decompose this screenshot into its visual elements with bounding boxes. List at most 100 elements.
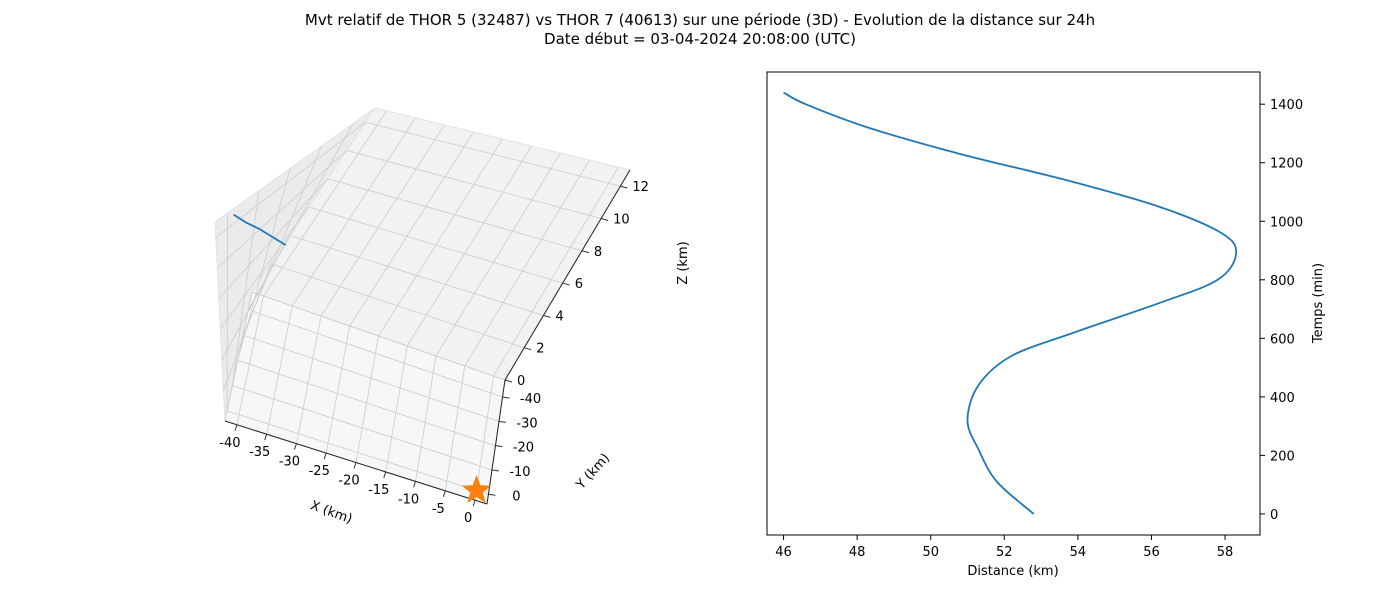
y-gridline-floor <box>226 410 489 495</box>
y-tick-label: -40 <box>520 392 541 407</box>
x-gridline-floor <box>355 335 379 463</box>
x-gridline-floor <box>325 325 351 454</box>
x-tick-label-2d: 56 <box>1143 545 1160 560</box>
x-tick-label: -25 <box>309 464 330 479</box>
y-gridline-side <box>231 190 260 386</box>
x-tick-label: -20 <box>338 474 359 489</box>
y-tick-label-2d: 1200 <box>1270 157 1303 172</box>
z-tick <box>562 282 570 286</box>
distance-time-line <box>783 91 1238 515</box>
x-tick <box>353 462 357 469</box>
y-axis-label-2d: Temps (min) <box>1311 263 1326 344</box>
x-tick-label-2d: 48 <box>849 545 866 560</box>
3d-axes: -40 -35 -30 -25 -20 -15 -10 -5 0 0 -10 -20 -30 -40 0 2 4… <box>219 169 649 526</box>
y-axis-line <box>486 379 506 505</box>
x-tick-label-2d: 46 <box>775 545 792 560</box>
trajectory-line-3d <box>233 213 287 246</box>
x-axis-line <box>224 420 488 505</box>
chart-3d-trajectory: -40 -35 -30 -25 -20 -15 -10 -5 0 0 -10 -20 -30 -40 0 2 4… <box>214 107 691 527</box>
y-tick-label-2d: 1000 <box>1270 215 1303 230</box>
x-tick <box>383 471 387 479</box>
y-gridline-floor <box>232 385 493 471</box>
z-tick-label: 6 <box>575 277 583 292</box>
x-gridline-back <box>263 110 387 297</box>
x-tick <box>413 481 417 488</box>
x-gridline-floor <box>385 345 408 473</box>
x-tick <box>442 490 446 497</box>
x-gridline-back <box>406 145 532 347</box>
z-tick <box>524 347 532 351</box>
z-gridline-back <box>327 178 583 252</box>
x-tick-label: -15 <box>368 483 389 498</box>
3d-panes <box>214 107 631 505</box>
x-axis-label-3d: X (km) <box>308 498 354 527</box>
origin-star-marker <box>461 475 492 503</box>
plot-area-2d <box>766 71 1261 536</box>
x-gridline-floor <box>266 305 293 435</box>
z-tick-label: 8 <box>594 245 602 260</box>
3d-series <box>233 213 492 503</box>
x-gridline-back <box>320 124 445 317</box>
y-tick <box>498 420 507 423</box>
x-gridline-back <box>493 166 619 377</box>
x-axis-label-2d: Distance (km) <box>967 564 1058 579</box>
x-tick-label: -5 <box>432 502 445 517</box>
z-tick <box>543 314 551 318</box>
y-tick-label: -20 <box>513 441 534 456</box>
x-tick-label-2d: 50 <box>922 545 939 560</box>
x-tick-label: -30 <box>279 455 300 470</box>
y-gridline-floor <box>237 359 496 447</box>
x-gridline-back <box>435 152 561 357</box>
x-gridline-floor <box>296 315 322 444</box>
y-tick-label: -10 <box>509 465 530 480</box>
x-tick <box>293 443 297 450</box>
x-gridline-back <box>378 138 503 337</box>
y-tick <box>502 396 510 399</box>
x-gridline-floor <box>415 355 437 482</box>
x-tick-label-2d: 58 <box>1217 545 1234 560</box>
x-gridline-floor <box>444 365 466 491</box>
z-gridline-back <box>346 150 602 219</box>
z-axis-label-3d: Z (km) <box>676 241 691 284</box>
z-gridline-back <box>365 121 621 187</box>
figure-subtitle: Date début = 03-04-2024 20:08:00 (UTC) <box>544 30 856 48</box>
x-tick-label-2d: 54 <box>1070 545 1087 560</box>
figure-title: Mvt relatif de THOR 5 (32487) vs THOR 7 … <box>305 11 1095 29</box>
y-tick <box>495 445 503 448</box>
x-gridline-floor <box>236 295 264 425</box>
x-gridline-back <box>291 117 416 307</box>
x-tick-label: -40 <box>219 436 240 451</box>
x-gridline-back <box>349 131 474 327</box>
z-axis-line <box>504 169 631 381</box>
2d-ticks: 46 48 50 52 54 56 58 0 200 400 600 800 1000 1200 1400 <box>775 98 1303 560</box>
z-tick-label: 10 <box>613 212 630 227</box>
z-tick <box>620 185 628 189</box>
2d-series <box>783 91 1238 515</box>
z-tick <box>504 379 513 383</box>
z-gridline-side <box>217 150 347 269</box>
y-tick-label-2d: 200 <box>1270 449 1295 464</box>
y-gridline-floor <box>242 334 500 422</box>
x-tick-label: -10 <box>398 492 419 507</box>
z-gridline-side <box>218 178 329 299</box>
x-tick <box>323 452 327 460</box>
y-tick-label-2d: 800 <box>1270 274 1295 289</box>
y-tick <box>491 469 500 472</box>
x-tick <box>472 500 476 507</box>
y-gridline-floor <box>248 309 503 398</box>
y-tick-label: -30 <box>516 416 537 431</box>
z-tick-label: 2 <box>536 342 544 357</box>
z-tick-label: 4 <box>555 309 563 324</box>
chart-distance-time: 46 48 50 52 54 56 580200400600800100012001400 … <box>766 71 1326 579</box>
z-gridline-back <box>270 263 525 349</box>
y-axis-label-3d: Y (km) <box>573 451 613 493</box>
y-tick-label-2d: 1400 <box>1270 98 1303 113</box>
z-gridline-side <box>221 235 291 360</box>
z-tick-label: 12 <box>632 180 649 195</box>
y-tick-label: 0 <box>512 489 520 504</box>
z-gridline-back <box>289 234 544 316</box>
x-tick <box>264 434 268 441</box>
y-tick-label-2d: 400 <box>1270 391 1295 406</box>
z-gridline-back <box>308 206 563 284</box>
z-tick-label: 0 <box>517 374 525 389</box>
